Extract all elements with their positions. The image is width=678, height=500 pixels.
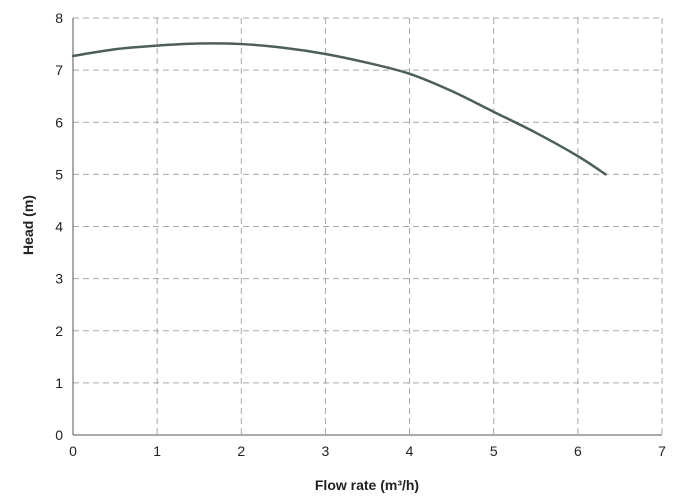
y-tick-label: 6 <box>55 114 63 130</box>
head-curve-line <box>71 42 607 176</box>
x-tick-label: 2 <box>237 443 245 459</box>
x-tick-label: 0 <box>69 443 77 459</box>
series-layer <box>71 42 607 176</box>
axes <box>72 18 662 436</box>
y-tick-label: 0 <box>55 427 63 443</box>
x-tick-label: 5 <box>490 443 498 459</box>
grid <box>73 17 663 435</box>
y-tick-label: 5 <box>55 166 63 182</box>
x-tick-label: 1 <box>153 443 161 459</box>
y-tick-labels: 0 1 2 3 4 5 6 7 8 <box>55 10 63 443</box>
x-tick-label: 4 <box>406 443 414 459</box>
x-tick-label: 7 <box>658 443 666 459</box>
x-tick-label: 6 <box>574 443 582 459</box>
x-axis-title: Flow rate (m³/h) <box>315 477 419 493</box>
y-tick-label: 2 <box>55 323 63 339</box>
x-tick-label: 3 <box>322 443 330 459</box>
y-axis-title: Head (m) <box>20 195 36 255</box>
y-tick-label: 1 <box>55 375 63 391</box>
y-tick-label: 8 <box>55 10 63 26</box>
x-tick-labels: 0 1 2 3 4 5 6 7 <box>69 443 666 459</box>
y-tick-label: 3 <box>55 271 63 287</box>
y-tick-label: 7 <box>55 62 63 78</box>
y-tick-label: 4 <box>55 219 63 235</box>
